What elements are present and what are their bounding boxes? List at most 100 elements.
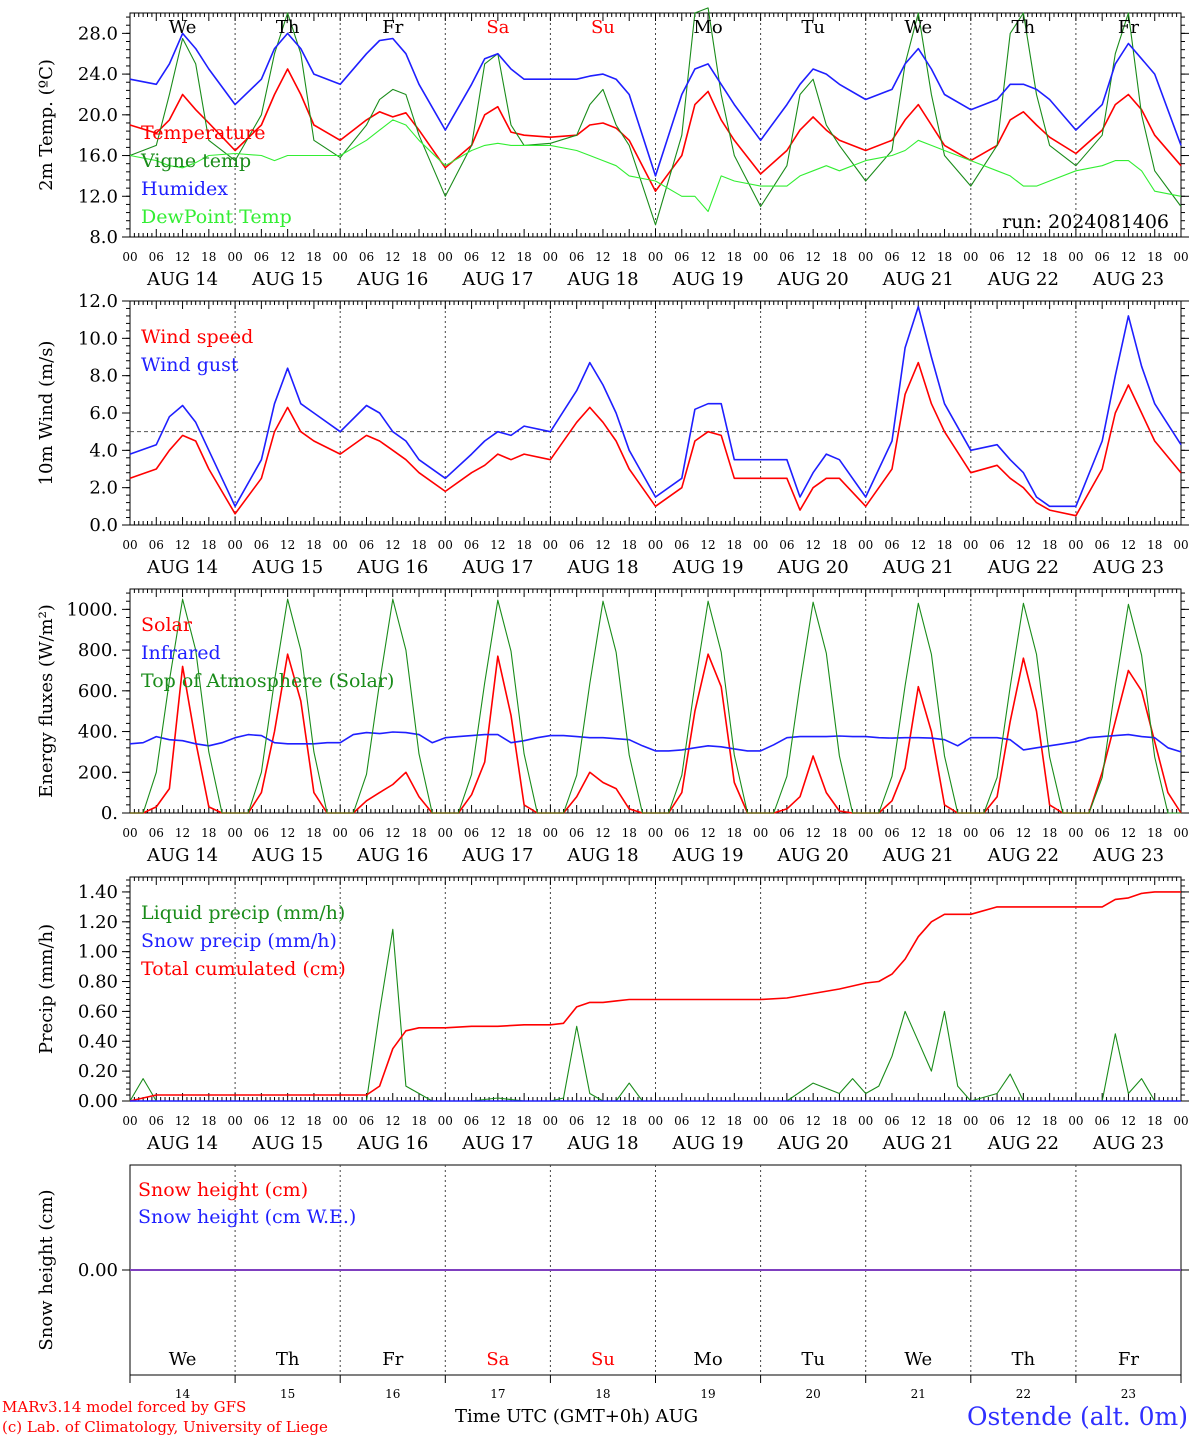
day-name-label: Th	[1012, 17, 1036, 38]
hour-tick-label: 00	[333, 826, 348, 840]
day-number-label: 14	[175, 1387, 191, 1401]
date-label: AUG 19	[671, 1133, 743, 1154]
hour-tick-label: 00	[333, 538, 348, 552]
date-label: AUG 19	[671, 845, 743, 866]
hour-tick-label: 12	[595, 826, 610, 840]
hour-tick-label: 12	[1016, 1114, 1031, 1128]
hour-tick-label: 06	[149, 826, 164, 840]
date-label: AUG 15	[251, 269, 323, 290]
hour-tick-label: 18	[516, 826, 531, 840]
day-name-label: Sa	[486, 1349, 509, 1370]
hour-tick-label: 18	[622, 538, 637, 552]
hour-tick-label: 12	[385, 1114, 400, 1128]
hour-tick-label: 18	[832, 538, 847, 552]
series-line-blue	[129, 731, 1182, 753]
hour-tick-label: 18	[516, 538, 531, 552]
hour-tick-label: 06	[569, 250, 584, 264]
date-label: AUG 20	[777, 269, 849, 290]
date-label: AUG 16	[356, 1133, 428, 1154]
hour-tick-label: 18	[1042, 538, 1057, 552]
hour-tick-label: 12	[490, 250, 505, 264]
hour-tick-label: 06	[884, 538, 899, 552]
hour-tick-label: 06	[464, 826, 479, 840]
legend-entry: DewPoint Temp	[141, 206, 292, 228]
y-tick-label: 400.	[78, 722, 118, 743]
hour-tick-label: 18	[201, 1114, 216, 1128]
hour-tick-label: 00	[1173, 538, 1188, 552]
run-annotation: run: 2024081406	[1002, 211, 1169, 233]
hour-tick-label: 06	[1095, 250, 1110, 264]
hour-tick-label: 06	[254, 538, 269, 552]
y-tick-label: 0.40	[78, 1031, 118, 1052]
hour-tick-label: 06	[149, 538, 164, 552]
legend-entry: Total cumulated (cm)	[141, 958, 346, 980]
hour-tick-label: 18	[622, 1114, 637, 1128]
hour-tick-label: 06	[569, 1114, 584, 1128]
day-number-label: 15	[280, 1387, 295, 1401]
hour-tick-label: 18	[516, 250, 531, 264]
hour-tick-label: 00	[1173, 826, 1188, 840]
hour-tick-label: 18	[937, 826, 952, 840]
hour-tick-label: 00	[122, 826, 137, 840]
hour-tick-label: 00	[1173, 250, 1188, 264]
hour-tick-label: 06	[674, 538, 689, 552]
hour-tick-label: 18	[937, 250, 952, 264]
hour-tick-label: 00	[963, 826, 978, 840]
hour-tick-label: 18	[937, 538, 952, 552]
hour-tick-label: 00	[122, 1114, 137, 1128]
legend-entry: Temperature	[141, 122, 265, 144]
date-label: AUG 14	[146, 269, 218, 290]
hour-tick-label: 06	[464, 538, 479, 552]
hour-tick-label: 06	[779, 826, 794, 840]
hour-tick-label: 18	[832, 1114, 847, 1128]
y-axis-label: Precip (mm/h)	[36, 924, 57, 1054]
hour-tick-label: 18	[1147, 826, 1162, 840]
hour-tick-label: 00	[858, 538, 873, 552]
series-line-blue	[129, 32, 1182, 177]
y-tick-label: 2.0	[89, 478, 118, 499]
hour-tick-label: 12	[1121, 826, 1136, 840]
date-label: AUG 22	[987, 1133, 1059, 1154]
lab-credit: (c) Lab. of Climatology, University of L…	[2, 1418, 328, 1436]
series-line-red	[129, 891, 1181, 1102]
hour-tick-label: 18	[1042, 1114, 1057, 1128]
day-name-label: We	[169, 1349, 197, 1370]
hour-tick-label: 00	[333, 250, 348, 264]
hour-tick-label: 12	[280, 250, 295, 264]
y-tick-label: 0.60	[78, 1001, 118, 1022]
hour-tick-label: 18	[1147, 538, 1162, 552]
hour-tick-label: 00	[753, 250, 768, 264]
hour-tick-label: 06	[569, 826, 584, 840]
y-tick-label: 8.0	[89, 366, 118, 387]
y-tick-label: 24.0	[78, 64, 118, 85]
date-label: AUG 14	[146, 1133, 218, 1154]
hour-tick-label: 18	[832, 250, 847, 264]
date-label: AUG 15	[251, 557, 323, 578]
day-name-label: Fr	[1118, 17, 1139, 38]
day-number-label: 23	[1121, 1387, 1136, 1401]
hour-tick-label: 06	[989, 826, 1004, 840]
legend-entry: Solar	[141, 614, 193, 636]
hour-tick-label: 12	[911, 826, 926, 840]
y-axis-label: Snow height (cm)	[36, 1189, 57, 1350]
hour-tick-label: 18	[411, 538, 426, 552]
y-axis-label: Energy fluxes (W/m²)	[36, 604, 57, 798]
hour-tick-label: 06	[569, 538, 584, 552]
hour-tick-label: 06	[359, 538, 374, 552]
y-tick-label: 0.00	[78, 1091, 118, 1112]
series-line-red	[129, 361, 1182, 517]
hour-tick-label: 00	[227, 1114, 242, 1128]
hour-tick-label: 18	[516, 1114, 531, 1128]
model-credit: MARv3.14 model forced by GFS	[2, 1398, 247, 1416]
date-label: AUG 14	[146, 845, 218, 866]
hour-tick-label: 06	[779, 250, 794, 264]
series-line-green	[129, 928, 1181, 1102]
hour-tick-label: 00	[648, 826, 663, 840]
legend-entry: Vigne temp	[140, 150, 251, 172]
day-name-label: Fr	[382, 1349, 403, 1370]
hour-tick-label: 06	[149, 1114, 164, 1128]
series-line-blue	[129, 305, 1182, 508]
hour-tick-label: 18	[306, 538, 321, 552]
day-name-label: Sa	[486, 17, 509, 38]
y-tick-label: 28.0	[78, 23, 118, 44]
